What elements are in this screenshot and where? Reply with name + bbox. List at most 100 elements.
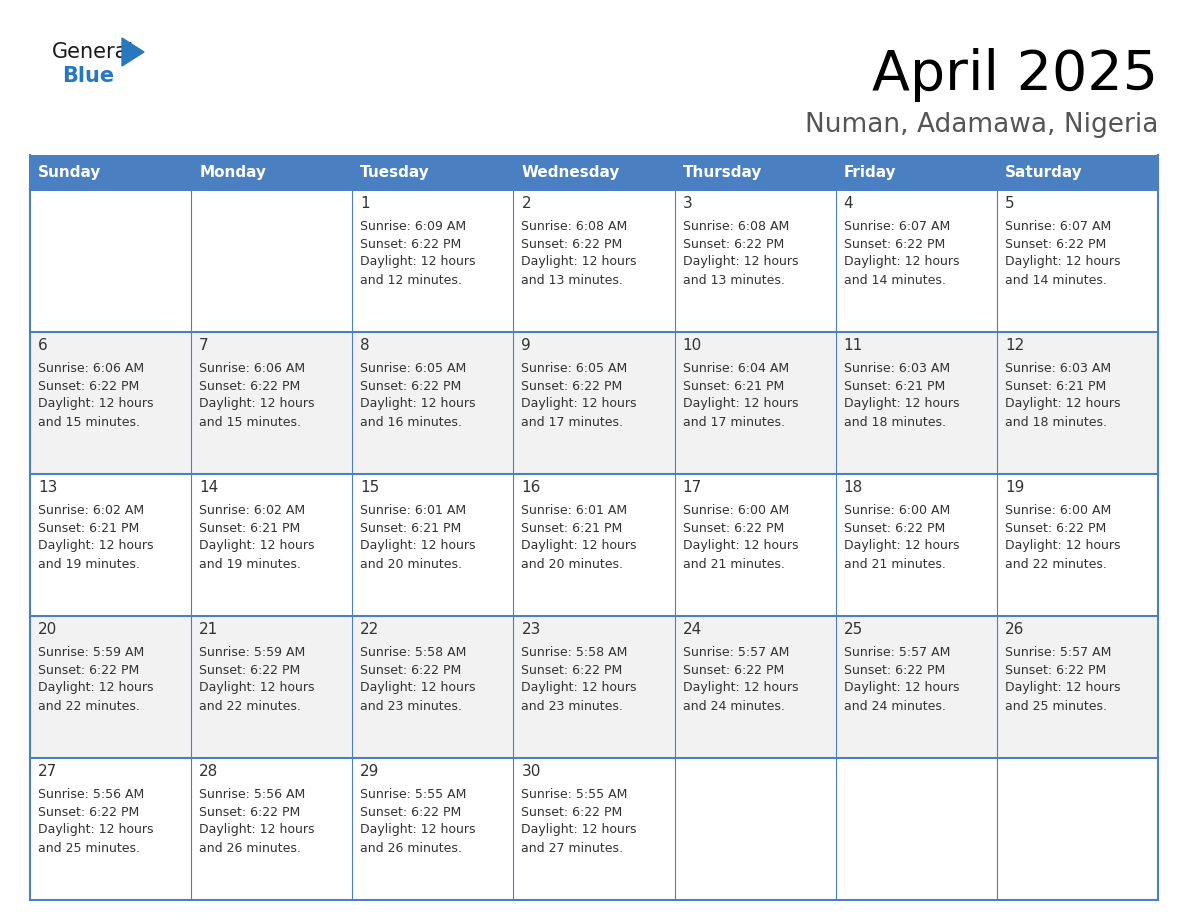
Text: April 2025: April 2025 (872, 48, 1158, 102)
Text: Sunrise: 5:57 AM: Sunrise: 5:57 AM (683, 645, 789, 658)
Text: Daylight: 12 hours: Daylight: 12 hours (360, 397, 475, 410)
Text: Daylight: 12 hours: Daylight: 12 hours (522, 397, 637, 410)
Text: Sunset: 6:22 PM: Sunset: 6:22 PM (200, 805, 301, 819)
Text: Sunset: 6:22 PM: Sunset: 6:22 PM (360, 238, 461, 251)
Bar (30, 332, 1158, 474)
Text: Wednesday: Wednesday (522, 165, 620, 180)
Text: and 14 minutes.: and 14 minutes. (1005, 274, 1107, 286)
Text: and 27 minutes.: and 27 minutes. (522, 842, 624, 855)
Text: Daylight: 12 hours: Daylight: 12 hours (360, 823, 475, 836)
Text: Sunset: 6:22 PM: Sunset: 6:22 PM (843, 521, 944, 534)
Text: 8: 8 (360, 339, 369, 353)
Text: Daylight: 12 hours: Daylight: 12 hours (683, 397, 798, 410)
Text: Sunrise: 5:58 AM: Sunrise: 5:58 AM (522, 645, 627, 658)
Text: Daylight: 12 hours: Daylight: 12 hours (38, 540, 153, 553)
Text: Sunrise: 6:00 AM: Sunrise: 6:00 AM (1005, 503, 1111, 517)
Text: Sunset: 6:22 PM: Sunset: 6:22 PM (200, 664, 301, 677)
Text: Sunset: 6:22 PM: Sunset: 6:22 PM (38, 805, 139, 819)
Text: Sunrise: 6:01 AM: Sunrise: 6:01 AM (360, 503, 467, 517)
Text: Saturday: Saturday (1005, 165, 1082, 180)
Text: and 13 minutes.: and 13 minutes. (683, 274, 784, 286)
Text: Sunrise: 6:08 AM: Sunrise: 6:08 AM (683, 219, 789, 232)
Text: 3: 3 (683, 196, 693, 211)
Text: and 20 minutes.: and 20 minutes. (360, 557, 462, 570)
Text: Daylight: 12 hours: Daylight: 12 hours (38, 823, 153, 836)
Text: Sunset: 6:22 PM: Sunset: 6:22 PM (683, 664, 784, 677)
Bar (30, 758, 1158, 900)
Text: Sunset: 6:22 PM: Sunset: 6:22 PM (522, 238, 623, 251)
Text: and 16 minutes.: and 16 minutes. (360, 416, 462, 429)
Text: 16: 16 (522, 480, 541, 496)
Text: and 22 minutes.: and 22 minutes. (38, 700, 140, 712)
Text: Daylight: 12 hours: Daylight: 12 hours (522, 823, 637, 836)
Text: 13: 13 (38, 480, 57, 496)
Text: Friday: Friday (843, 165, 896, 180)
Text: and 26 minutes.: and 26 minutes. (200, 842, 301, 855)
Text: Sunrise: 6:01 AM: Sunrise: 6:01 AM (522, 503, 627, 517)
Text: 7: 7 (200, 339, 209, 353)
Text: Sunset: 6:21 PM: Sunset: 6:21 PM (38, 521, 139, 534)
Text: and 22 minutes.: and 22 minutes. (200, 700, 301, 712)
Text: 10: 10 (683, 339, 702, 353)
Text: Daylight: 12 hours: Daylight: 12 hours (843, 540, 959, 553)
Text: Sunset: 6:22 PM: Sunset: 6:22 PM (683, 521, 784, 534)
Text: and 18 minutes.: and 18 minutes. (843, 416, 946, 429)
Text: Daylight: 12 hours: Daylight: 12 hours (522, 540, 637, 553)
Text: 14: 14 (200, 480, 219, 496)
Text: Daylight: 12 hours: Daylight: 12 hours (200, 540, 315, 553)
Text: Sunday: Sunday (38, 165, 101, 180)
Text: and 15 minutes.: and 15 minutes. (38, 416, 140, 429)
Text: 4: 4 (843, 196, 853, 211)
Text: Monday: Monday (200, 165, 266, 180)
Text: and 22 minutes.: and 22 minutes. (1005, 557, 1107, 570)
Text: Sunrise: 6:00 AM: Sunrise: 6:00 AM (683, 503, 789, 517)
Text: Sunrise: 5:58 AM: Sunrise: 5:58 AM (360, 645, 467, 658)
Text: Sunset: 6:22 PM: Sunset: 6:22 PM (1005, 521, 1106, 534)
Text: Sunrise: 6:02 AM: Sunrise: 6:02 AM (200, 503, 305, 517)
Text: Sunrise: 5:55 AM: Sunrise: 5:55 AM (360, 788, 467, 800)
Text: Daylight: 12 hours: Daylight: 12 hours (1005, 255, 1120, 268)
Text: and 19 minutes.: and 19 minutes. (200, 557, 301, 570)
Text: Sunrise: 6:04 AM: Sunrise: 6:04 AM (683, 362, 789, 375)
Text: Blue: Blue (62, 66, 114, 86)
Text: Daylight: 12 hours: Daylight: 12 hours (1005, 540, 1120, 553)
Text: and 21 minutes.: and 21 minutes. (683, 557, 784, 570)
Text: and 12 minutes.: and 12 minutes. (360, 274, 462, 286)
Text: Sunset: 6:22 PM: Sunset: 6:22 PM (1005, 664, 1106, 677)
Text: 21: 21 (200, 622, 219, 637)
Text: Sunrise: 5:57 AM: Sunrise: 5:57 AM (843, 645, 950, 658)
Text: and 24 minutes.: and 24 minutes. (683, 700, 784, 712)
Text: 25: 25 (843, 622, 862, 637)
Text: Daylight: 12 hours: Daylight: 12 hours (200, 681, 315, 695)
Bar (30, 190, 1158, 332)
Text: 23: 23 (522, 622, 541, 637)
Text: and 17 minutes.: and 17 minutes. (522, 416, 624, 429)
Text: Daylight: 12 hours: Daylight: 12 hours (200, 823, 315, 836)
Text: and 23 minutes.: and 23 minutes. (360, 700, 462, 712)
Text: Daylight: 12 hours: Daylight: 12 hours (1005, 397, 1120, 410)
Text: Sunrise: 6:09 AM: Sunrise: 6:09 AM (360, 219, 467, 232)
Text: Sunset: 6:22 PM: Sunset: 6:22 PM (522, 664, 623, 677)
Text: Sunset: 6:22 PM: Sunset: 6:22 PM (360, 664, 461, 677)
Text: 6: 6 (38, 339, 48, 353)
Text: Sunset: 6:21 PM: Sunset: 6:21 PM (683, 379, 784, 393)
Text: and 26 minutes.: and 26 minutes. (360, 842, 462, 855)
Text: Daylight: 12 hours: Daylight: 12 hours (522, 255, 637, 268)
Text: Daylight: 12 hours: Daylight: 12 hours (843, 397, 959, 410)
Text: Sunset: 6:22 PM: Sunset: 6:22 PM (200, 379, 301, 393)
Text: and 21 minutes.: and 21 minutes. (843, 557, 946, 570)
Text: Sunrise: 6:06 AM: Sunrise: 6:06 AM (38, 362, 144, 375)
Text: Sunset: 6:21 PM: Sunset: 6:21 PM (522, 521, 623, 534)
Text: and 14 minutes.: and 14 minutes. (843, 274, 946, 286)
Text: 24: 24 (683, 622, 702, 637)
Text: Daylight: 12 hours: Daylight: 12 hours (843, 255, 959, 268)
Text: 17: 17 (683, 480, 702, 496)
Text: Sunrise: 6:07 AM: Sunrise: 6:07 AM (1005, 219, 1111, 232)
Text: Daylight: 12 hours: Daylight: 12 hours (683, 255, 798, 268)
Text: Daylight: 12 hours: Daylight: 12 hours (683, 681, 798, 695)
Text: 2: 2 (522, 196, 531, 211)
Text: Sunset: 6:22 PM: Sunset: 6:22 PM (683, 238, 784, 251)
Text: 18: 18 (843, 480, 862, 496)
Text: Sunset: 6:22 PM: Sunset: 6:22 PM (38, 664, 139, 677)
Text: and 15 minutes.: and 15 minutes. (200, 416, 301, 429)
